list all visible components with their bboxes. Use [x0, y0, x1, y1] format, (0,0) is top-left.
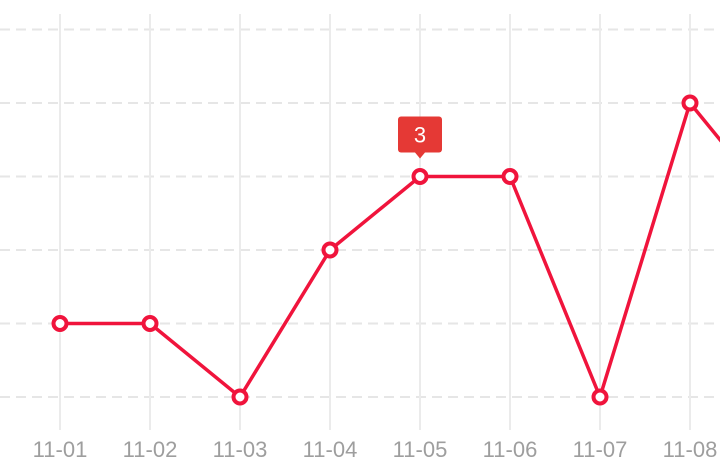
tooltip-box — [398, 116, 442, 153]
tooltip-pointer — [415, 152, 425, 159]
data-point — [501, 168, 519, 185]
data-point — [231, 388, 249, 406]
x-tick-label: 11-03 — [213, 437, 268, 462]
x-axis-ticks: 11-01 11-02 11-03 11-04 11-05 11-06 11-07 11-08 — [33, 437, 718, 462]
x-tick-label: 11-07 — [573, 437, 628, 462]
x-tick-label: 11-08 — [663, 437, 718, 462]
data-point — [591, 388, 609, 406]
x-tick-label: 11-01 — [33, 437, 88, 462]
tooltip-value: 3 — [414, 123, 426, 148]
data-point — [411, 168, 429, 185]
data-point — [681, 94, 699, 112]
grid — [0, 14, 720, 430]
data-point — [321, 241, 339, 259]
x-tick-label: 11-06 — [483, 437, 538, 462]
data-point — [51, 315, 69, 332]
tooltip: 3 — [398, 116, 442, 159]
x-tick-label: 11-05 — [393, 437, 448, 462]
x-tick-label: 11-02 — [123, 437, 178, 462]
x-tick-label: 11-04 — [303, 437, 358, 462]
data-points — [51, 94, 699, 406]
data-point — [141, 315, 159, 332]
